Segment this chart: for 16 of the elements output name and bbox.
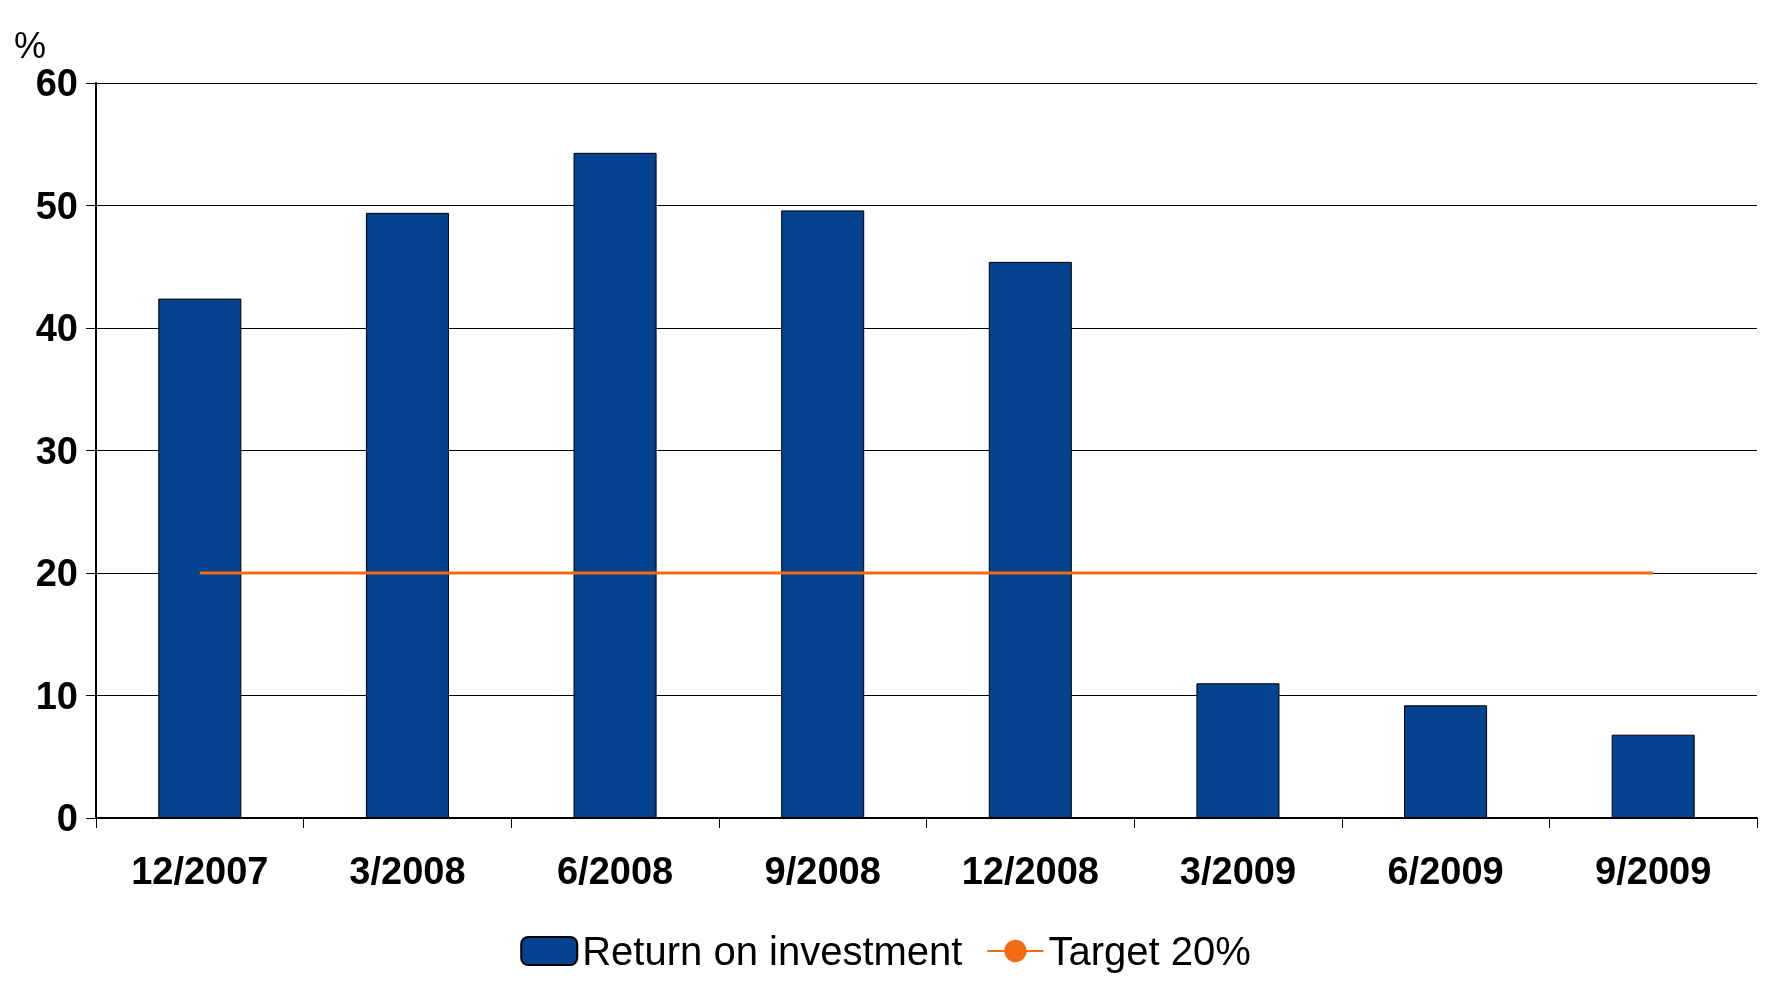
y-tick-label: 20 [35,552,78,594]
y-tick-label: 0 [56,797,78,839]
x-tick-label: 12/2008 [961,850,1099,892]
x-tick-label: 3/2008 [349,850,466,892]
legend-label: Target 20% [1048,929,1251,973]
y-tick-label: 50 [35,184,78,227]
x-tick-label: 12/2007 [131,850,269,892]
x-tick-label: 9/2009 [1595,850,1712,892]
legend-label: Return on investment [582,929,963,973]
y-tick-label: 10 [35,674,78,717]
x-tick-label: 9/2008 [764,850,881,892]
y-tick-label: 30 [35,429,78,472]
x-tick-label: 3/2009 [1179,850,1297,892]
y-tick-label: 40 [35,307,78,349]
x-tick-label: 6/2008 [556,850,674,892]
x-tick-label: 6/2009 [1387,850,1504,892]
